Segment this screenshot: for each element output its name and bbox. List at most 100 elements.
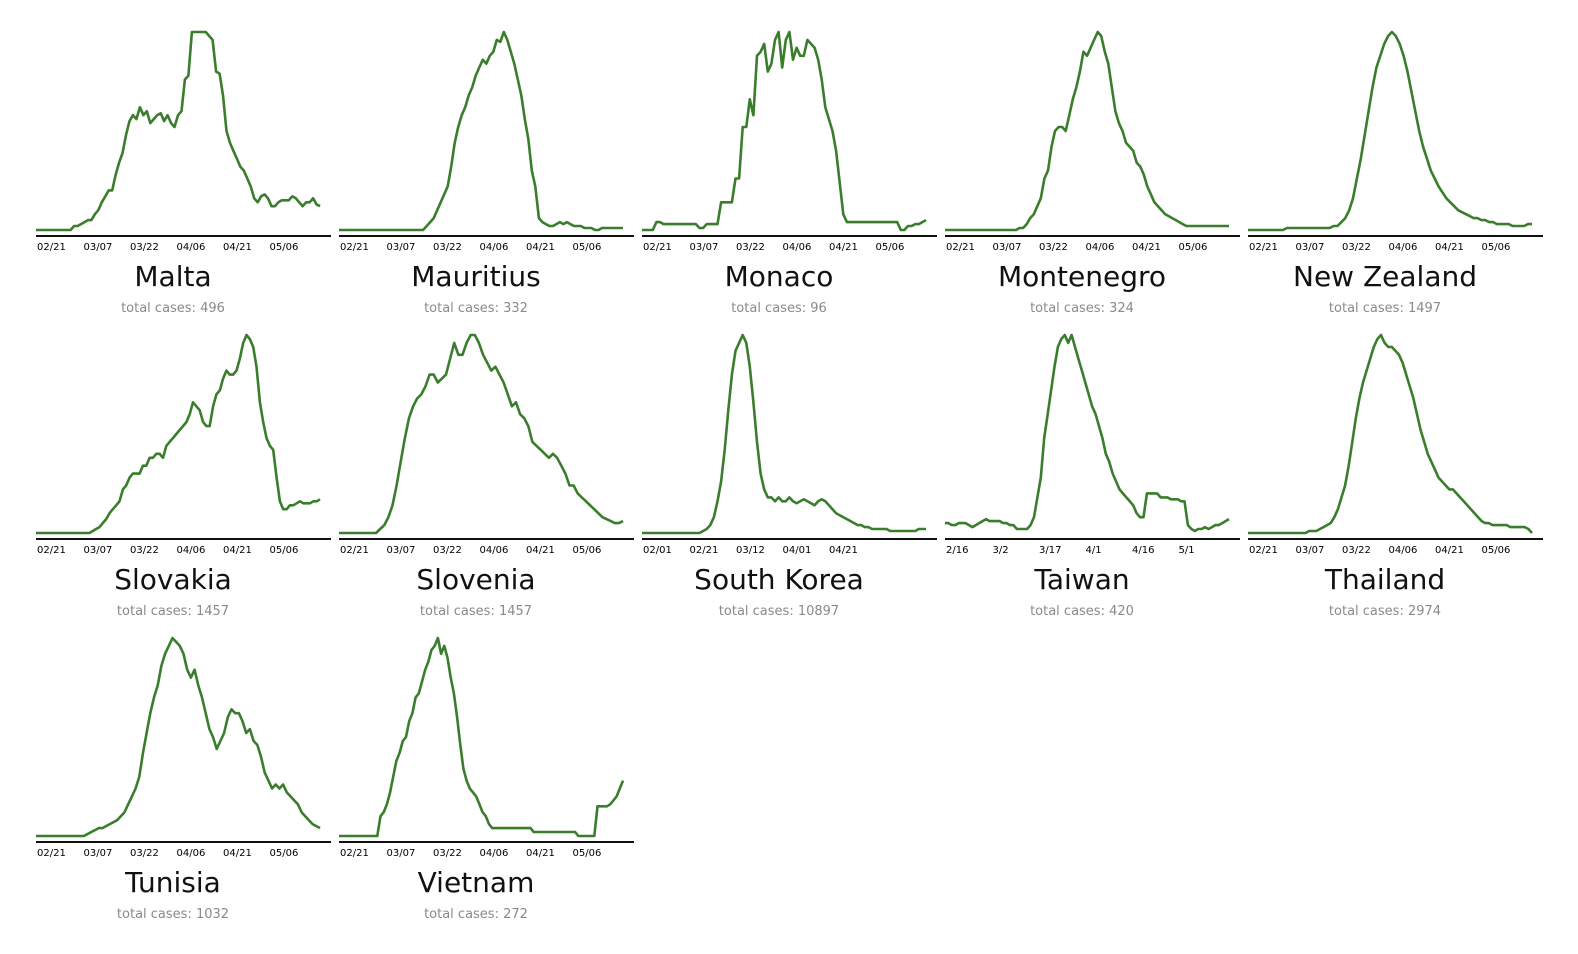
total-cases-value: 324 xyxy=(1109,301,1134,316)
tick-label: 04/01 xyxy=(783,545,812,556)
panel-svg: 02/01 02/21 03/12 04/01 04/21 xyxy=(642,333,937,556)
tick-label: 03/07 xyxy=(84,545,113,556)
chart-panel: 02/21 03/07 03/22 04/06 04/21 05/06 Slovakia to… xyxy=(23,323,331,623)
total-cases-line: total cases: 332 xyxy=(326,301,626,316)
tick-label: 3/2 xyxy=(993,545,1009,556)
country-title: Taiwan xyxy=(1034,563,1130,596)
tick-label: 04/21 xyxy=(829,545,858,556)
panel-svg: 02/21 03/07 03/22 04/06 04/21 05/06 xyxy=(339,636,634,859)
tick-label: 03/22 xyxy=(1342,545,1371,556)
tick-label: 03/22 xyxy=(736,242,765,253)
series-line xyxy=(36,636,321,838)
total-cases-value: 2974 xyxy=(1407,604,1442,619)
tick-label: 04/21 xyxy=(1435,242,1464,253)
tick-label: 03/22 xyxy=(433,545,462,556)
series-line xyxy=(339,333,624,535)
tick-label: 02/21 xyxy=(1249,242,1278,253)
tick-label: 04/21 xyxy=(829,242,858,253)
series-line xyxy=(1248,30,1532,232)
tick-label: 02/21 xyxy=(340,545,369,556)
total-cases-label: total cases: xyxy=(1328,301,1404,316)
tick-label: 04/06 xyxy=(177,848,206,859)
total-cases-line: total cases: 1032 xyxy=(23,907,323,922)
tick-label: 03/22 xyxy=(130,242,159,253)
country-title: Tunisia xyxy=(125,866,221,899)
series-line xyxy=(36,30,321,232)
panel-svg: 02/21 03/07 03/22 04/06 04/21 05/06 xyxy=(339,30,634,253)
tick-label: 05/06 xyxy=(573,848,602,859)
tick-label: 03/07 xyxy=(690,242,719,253)
total-cases-value: 420 xyxy=(1109,604,1134,619)
tick-label: 03/07 xyxy=(387,545,416,556)
tick-label: 2/16 xyxy=(946,545,968,556)
tick-label: 02/21 xyxy=(340,848,369,859)
tick-label: 02/21 xyxy=(37,545,66,556)
tick-label: 03/07 xyxy=(1296,242,1325,253)
tick-label: 03/07 xyxy=(993,242,1022,253)
total-cases-line: total cases: 272 xyxy=(326,907,626,922)
country-title: Monaco xyxy=(724,260,834,293)
series-line xyxy=(642,333,926,535)
total-cases-line: total cases: 1457 xyxy=(326,604,626,619)
total-cases-line: total cases: 420 xyxy=(932,604,1232,619)
tick-label: 05/06 xyxy=(270,848,299,859)
country-title: New Zealand xyxy=(1293,260,1477,293)
chart-panel: 02/01 02/21 03/12 04/01 04/21 South Korea tota… xyxy=(629,323,937,623)
tick-label: 04/21 xyxy=(1132,242,1161,253)
total-cases-value: 1032 xyxy=(195,907,230,922)
country-title: South Korea xyxy=(694,563,864,596)
tick-label: 04/06 xyxy=(480,848,509,859)
chart-panel: 02/21 03/07 03/22 04/06 04/21 05/06 New Zealan… xyxy=(1235,20,1543,320)
tick-label: 04/06 xyxy=(177,242,206,253)
chart-panel: 02/21 03/07 03/22 04/06 04/21 05/06 Mauritius t… xyxy=(326,20,634,320)
country-title: Vietnam xyxy=(417,866,535,899)
panel-svg: 02/21 03/07 03/22 04/06 04/21 05/06 xyxy=(339,333,634,556)
country-title: Slovenia xyxy=(416,563,536,596)
total-cases-line: total cases: 96 xyxy=(629,301,929,316)
total-cases-label: total cases: xyxy=(116,907,192,922)
tick-label: 04/21 xyxy=(1435,545,1464,556)
tick-label: 04/21 xyxy=(526,545,555,556)
total-cases-line: total cases: 1457 xyxy=(23,604,323,619)
total-cases-label: total cases: xyxy=(731,301,807,316)
tick-label: 03/07 xyxy=(84,848,113,859)
tick-label: 04/06 xyxy=(1389,242,1418,253)
tick-label: 04/06 xyxy=(480,242,509,253)
tick-label: 05/06 xyxy=(270,545,299,556)
total-cases-label: total cases: xyxy=(424,907,499,922)
tick-label: 04/06 xyxy=(1086,242,1115,253)
tick-label: 05/06 xyxy=(270,242,299,253)
total-cases-value: 96 xyxy=(810,301,827,316)
total-cases-line: total cases: 1497 xyxy=(1235,301,1535,316)
tick-label: 3/17 xyxy=(1039,545,1061,556)
series-line xyxy=(945,30,1229,232)
chart-panel: 02/21 03/07 03/22 04/06 04/21 05/06 Slovenia to… xyxy=(326,323,634,623)
series-line xyxy=(339,30,623,232)
country-title: Slovakia xyxy=(114,563,232,596)
series-line xyxy=(339,636,625,838)
tick-label: 02/21 xyxy=(37,848,66,859)
tick-label: 02/21 xyxy=(643,242,672,253)
panel-svg: 02/21 03/07 03/22 04/06 04/21 05/06 xyxy=(36,30,331,253)
tick-label: 03/22 xyxy=(1039,242,1068,253)
panel-svg: 02/21 03/07 03/22 04/06 04/21 05/06 xyxy=(36,636,331,859)
total-cases-label: total cases: xyxy=(1328,604,1404,619)
tick-label: 4/1 xyxy=(1086,545,1102,556)
panel-svg: 02/21 03/07 03/22 04/06 04/21 05/06 xyxy=(945,30,1240,253)
tick-label: 02/21 xyxy=(37,242,66,253)
total-cases-label: total cases: xyxy=(1030,604,1105,619)
total-cases-value: 1457 xyxy=(498,604,533,619)
country-title: Malta xyxy=(134,260,212,293)
tick-label: 03/22 xyxy=(130,848,159,859)
tick-label: 4/16 xyxy=(1132,545,1154,556)
tick-label: 03/07 xyxy=(387,848,416,859)
tick-label: 03/07 xyxy=(387,242,416,253)
total-cases-label: total cases: xyxy=(121,301,196,316)
tick-label: 04/21 xyxy=(223,242,252,253)
tick-label: 04/21 xyxy=(526,242,555,253)
tick-label: 04/06 xyxy=(1389,545,1418,556)
total-cases-value: 272 xyxy=(503,907,528,922)
chart-panel: 02/21 03/07 03/22 04/06 04/21 05/06 Malta total… xyxy=(23,20,331,320)
country-title: Montenegro xyxy=(997,260,1166,293)
